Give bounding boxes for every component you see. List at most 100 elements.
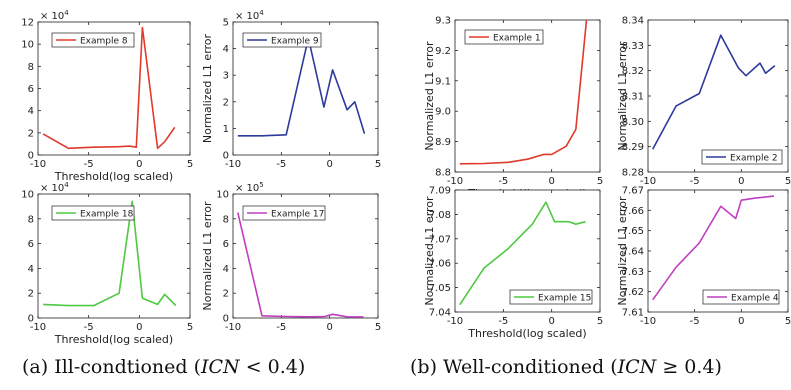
chart-panel-7: -10 -5 0 5 7.04 7.05 7.06 7.07 7.08 7.09 Threshold… xyxy=(423,186,603,341)
legend-box xyxy=(242,205,326,221)
x-tick-label: -5 xyxy=(690,316,700,327)
y-tick-label: 8.32 xyxy=(622,66,644,77)
x-tick-label: -5 xyxy=(84,322,94,333)
y-tick-label: 7.66 xyxy=(622,206,644,217)
y-tick-label: 7.61 xyxy=(622,308,644,319)
axis-exponent-label: × 104 xyxy=(40,181,69,194)
legend-label: Example 8 xyxy=(80,37,128,47)
legend: Example 15 xyxy=(509,289,593,305)
x-tick-label: 5 xyxy=(375,322,381,333)
caption-well-conditioned: (b) Well-conditioned (ICN ≥ 0.4) xyxy=(410,356,722,378)
y-tick-label: 9.2 xyxy=(435,46,451,57)
x-tick-label: -5 xyxy=(690,176,700,187)
y-axis-label: Normalized L1 error xyxy=(616,196,629,306)
legend: Example 4 xyxy=(702,289,780,305)
y-tick-label: 7.07 xyxy=(429,234,451,245)
caption-b-relation: ≥ 0.4) xyxy=(656,356,722,378)
caption-b-prefix: (b) Well-conditioned ( xyxy=(410,356,618,378)
chart-panel-8: -10 -5 0 5 7.61 7.62 7.63 7.64 7.65 7.66 7.67Norma… xyxy=(616,186,791,328)
caption-a-variable: ICN xyxy=(201,356,240,378)
y-tick-label: 2 xyxy=(28,289,34,300)
y-tick-label: 9.3 xyxy=(435,16,451,27)
y-tick-label: 12 xyxy=(21,18,34,29)
y-tick-label: 6 xyxy=(223,239,229,250)
legend-box xyxy=(464,29,544,45)
y-tick-label: 10 xyxy=(21,190,34,201)
caption-a-prefix: (a) Ill-condtioned ( xyxy=(22,356,201,378)
legend-label: Example 4 xyxy=(731,294,779,304)
y-axis-label: Normalized L1 error xyxy=(201,201,214,311)
series-line xyxy=(42,26,176,150)
y-tick-label: 7.64 xyxy=(622,247,644,258)
legend-label: Example 1 xyxy=(493,34,541,44)
series-line xyxy=(459,201,586,306)
chart-panel-1: -10 -5 0 5 0 2 4 6 8 10 12 × 104 Threshold(log scale… xyxy=(21,9,193,183)
x-tick-label: -10 xyxy=(225,322,241,333)
y-tick-label: 7.09 xyxy=(429,186,451,197)
y-tick-label: 7.06 xyxy=(429,259,451,270)
chart-panel-2: -10 -5 0 5 0 1 2 3 4 5 × 104 Normalized L1 error Exa… xyxy=(201,9,381,170)
y-tick-label: 0 xyxy=(28,151,34,162)
y-tick-label: 8.9 xyxy=(435,137,451,148)
y-tick-label: 8.34 xyxy=(622,16,644,27)
x-tick-label: 5 xyxy=(597,316,603,327)
legend: Example 2 xyxy=(701,149,783,165)
y-tick-label: 7.67 xyxy=(622,186,644,197)
legend-label: Example 17 xyxy=(271,210,324,220)
y-tick-label: 8.31 xyxy=(622,92,644,103)
legend-box xyxy=(51,205,135,221)
y-axis-label: Normalized L1 error xyxy=(201,33,214,143)
x-tick-label: -5 xyxy=(498,316,508,327)
x-tick-label: 0 xyxy=(136,322,142,333)
y-tick-label: 10 xyxy=(216,190,229,201)
x-tick-label: -10 xyxy=(30,322,46,333)
x-axis-label: Threshold(log scaled) xyxy=(54,170,173,183)
y-tick-label: 7.62 xyxy=(622,287,644,298)
x-tick-label: 5 xyxy=(785,316,791,327)
x-tick-label: -5 xyxy=(498,176,508,187)
axis-exponent-label: × 104 xyxy=(235,9,264,22)
legend: Example 18 xyxy=(51,205,135,221)
y-tick-label: 8.29 xyxy=(622,142,644,153)
legend: Example 8 xyxy=(51,32,135,48)
y-tick-label: 0 xyxy=(28,314,34,325)
x-tick-label: 0 xyxy=(548,316,554,327)
y-tick-label: 0 xyxy=(223,151,229,162)
x-tick-label: -10 xyxy=(447,176,463,187)
y-tick-label: 7.04 xyxy=(429,308,451,319)
legend-label: Example 15 xyxy=(538,294,591,304)
x-tick-label: 0 xyxy=(738,176,744,187)
legend-label: Example 9 xyxy=(271,37,319,47)
series-line xyxy=(43,200,177,307)
y-tick-label: 8 xyxy=(28,214,34,225)
y-tick-label: 6 xyxy=(28,84,34,95)
x-tick-label: -10 xyxy=(447,316,463,327)
y-tick-label: 5 xyxy=(223,18,229,29)
legend-box xyxy=(51,32,135,48)
y-tick-label: 9.1 xyxy=(435,76,451,87)
series-line xyxy=(237,212,364,318)
x-tick-label: -10 xyxy=(640,176,656,187)
x-tick-label: 5 xyxy=(375,159,381,170)
x-tick-label: -5 xyxy=(84,159,94,170)
y-tick-label: 1 xyxy=(223,124,229,135)
x-tick-label: -5 xyxy=(276,322,286,333)
y-tick-label: 8.8 xyxy=(435,168,451,179)
series-line xyxy=(459,19,588,165)
plot-area xyxy=(647,19,789,173)
legend-box xyxy=(702,289,780,305)
axis-exponent-label: × 104 xyxy=(40,9,69,22)
y-tick-label: 8.33 xyxy=(622,41,644,52)
x-axis-label: Threshold(log scaled) xyxy=(54,333,173,346)
y-tick-label: 3 xyxy=(223,71,229,82)
legend-label: Example 2 xyxy=(730,154,778,164)
y-tick-label: 7.63 xyxy=(622,267,644,278)
legend-box xyxy=(242,32,322,48)
legend-box xyxy=(701,149,783,165)
x-tick-label: 5 xyxy=(597,176,603,187)
x-tick-label: 0 xyxy=(326,159,332,170)
x-tick-label: 0 xyxy=(136,159,142,170)
axis-exponent-label: × 105 xyxy=(235,181,264,194)
y-tick-label: 7.05 xyxy=(429,283,451,294)
